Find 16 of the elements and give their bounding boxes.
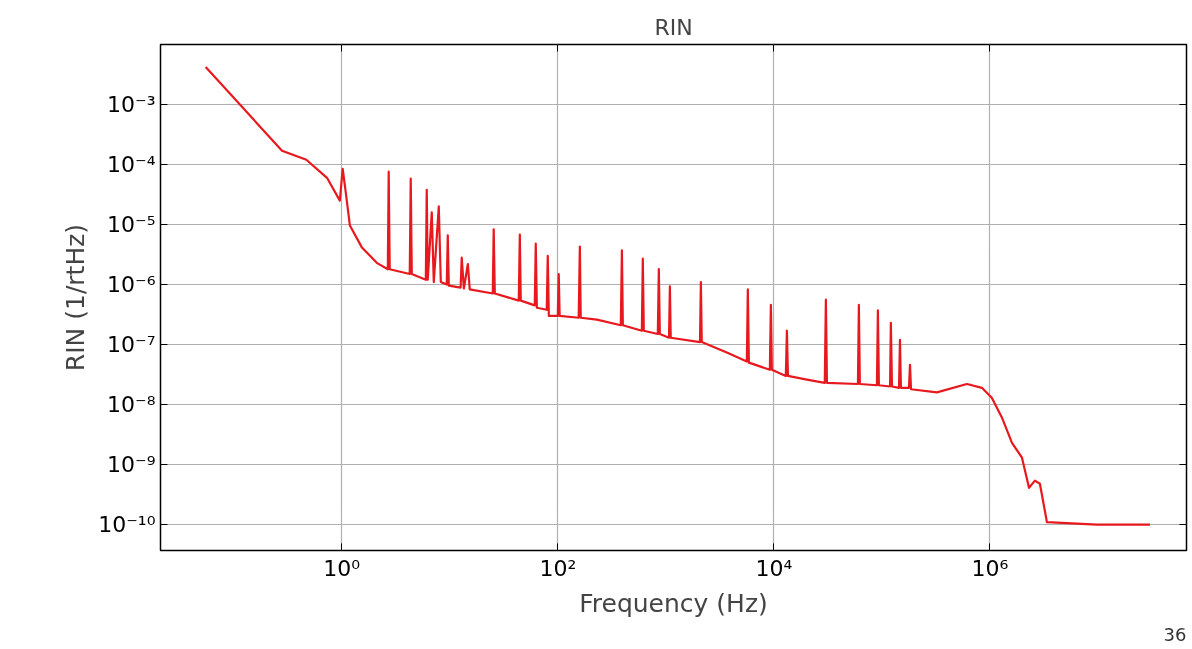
text: 36: [1163, 623, 1187, 645]
chart-title: RIN: [654, 14, 693, 40]
y-tick-label: 10⁻⁹: [107, 452, 156, 478]
y-tick-label: 10⁻⁴: [107, 152, 156, 178]
y-axis-title: RIN (1/rtHz): [61, 223, 91, 372]
x-tick-label: 10²: [539, 555, 577, 581]
y-tick-label: 10⁻⁷: [107, 332, 156, 358]
y-tick-label: 10⁻⁵: [107, 212, 156, 238]
y-tick-label: 10⁻¹⁰: [98, 512, 156, 538]
x-tick-label: 10⁰: [323, 555, 361, 581]
y-tick-label: 10⁻³: [107, 92, 156, 118]
x-tick-label: 10⁶: [971, 555, 1009, 581]
x-tick-label: 10⁴: [755, 555, 793, 581]
y-tick-label: 10⁻⁶: [107, 272, 156, 298]
x-axis-title: Frequency (Hz): [579, 588, 768, 618]
y-tick-label: 10⁻⁸: [107, 392, 156, 418]
